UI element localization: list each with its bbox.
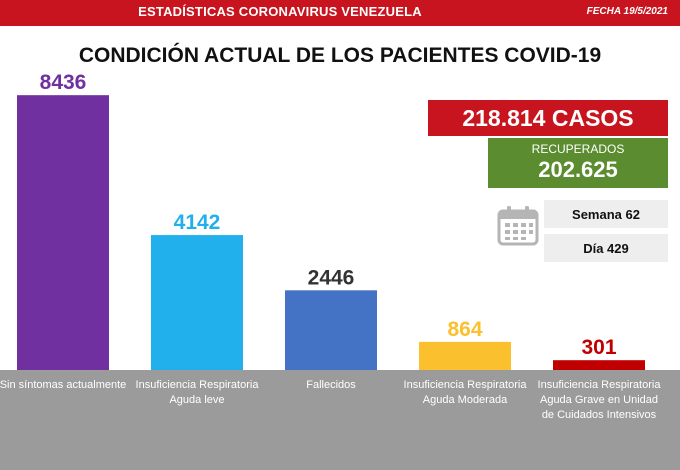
header-title: ESTADÍSTICAS CORONAVIRUS VENEZUELA (138, 4, 422, 19)
header-date: FECHA 19/5/2021 (586, 6, 668, 17)
bar-5 (553, 360, 645, 370)
chart-title: CONDICIÓN ACTUAL DE LOS PACIENTES COVID-… (78, 44, 602, 67)
day-text: Día 429 (583, 240, 629, 256)
recovered-label: RECUPERADOS (531, 142, 625, 156)
bar-1 (17, 95, 109, 370)
bar-value-label-3: 2446 (308, 266, 355, 289)
category-label-2: Insuficiencia Respiratoria Aguda leve (135, 379, 259, 406)
category-label-1: Sin síntomas actualmente (0, 379, 127, 391)
recovered-badge: RECUPERADOS 202.625 (488, 138, 668, 188)
category-label-4: Insuficiencia Respiratoria Aguda Moderad… (403, 379, 527, 406)
bar-value-label-4: 864 (447, 318, 482, 341)
calendar-icon (497, 206, 539, 246)
category-label-3: Fallecidos (306, 379, 356, 391)
bar-value-label-5: 301 (581, 336, 616, 359)
header-bar: ESTADÍSTICAS CORONAVIRUS VENEZUELA FECHA… (0, 0, 680, 26)
category-label-5: Insuficiencia Respiratoria Aguda Grave e… (537, 379, 661, 421)
day-pill: Día 429 (544, 234, 668, 262)
recovered-value: 202.625 (538, 157, 618, 182)
bar-value-label-1: 8436 (40, 71, 87, 94)
total-cases-text: 218.814 CASOS (462, 104, 634, 131)
category-label-band (0, 370, 680, 470)
bar-3 (285, 290, 377, 370)
bar-2 (151, 235, 243, 370)
bar-value-label-2: 4142 (174, 211, 221, 234)
total-cases-badge: 218.814 CASOS (428, 100, 668, 136)
week-pill: Semana 62 (544, 200, 668, 228)
week-text: Semana 62 (572, 206, 640, 222)
bar-4 (419, 341, 511, 370)
